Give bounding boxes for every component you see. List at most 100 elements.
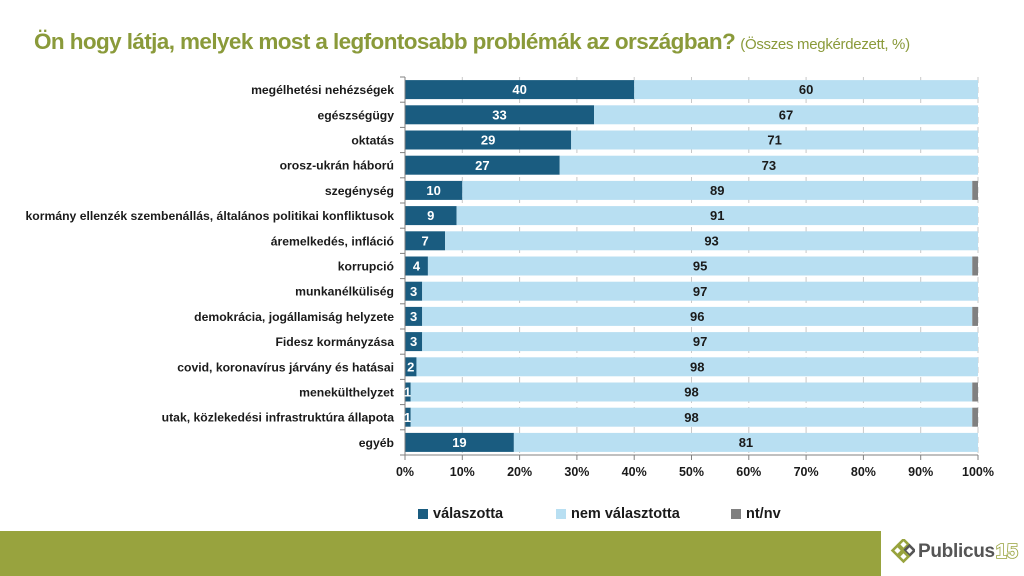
- bars: [405, 80, 979, 452]
- data-label: 81: [739, 435, 753, 450]
- category-label: megélhetési nehézségek: [251, 83, 394, 97]
- bar-nem-valasztotta: [594, 105, 978, 125]
- legend-swatch-valaszotta: [418, 509, 428, 519]
- data-label: 71: [767, 133, 781, 148]
- data-label: 67: [779, 107, 793, 122]
- category-label: orosz-ukrán háború: [280, 159, 394, 173]
- data-label: 27: [475, 158, 489, 173]
- bar-valaszotta: [405, 407, 411, 427]
- data-label: 19: [452, 435, 466, 450]
- bar-nem-valasztotta: [427, 256, 973, 276]
- legend-label-valaszotta: válaszotta: [433, 506, 504, 522]
- data-label: 91: [710, 208, 724, 223]
- x-tick-label: 70%: [794, 465, 819, 479]
- bar-nt-nv: [972, 256, 978, 276]
- bar-valaszotta: [405, 332, 423, 352]
- chart-title-main: Ön hogy látja, melyek most a legfontosab…: [34, 29, 736, 54]
- bar-valaszotta: [405, 306, 423, 326]
- data-label: 7: [421, 233, 428, 248]
- bar-nem-valasztotta: [422, 306, 973, 326]
- bar-valaszotta: [405, 357, 417, 377]
- category-label: Fidesz kormányzása: [275, 335, 394, 349]
- data-label: 2: [407, 359, 414, 374]
- x-tick-label: 80%: [851, 465, 876, 479]
- category-label: menekülthelyzet: [299, 386, 394, 400]
- data-label: 3: [410, 309, 417, 324]
- data-label: 1: [404, 410, 411, 425]
- data-label: 98: [684, 410, 698, 425]
- data-label: 40: [512, 82, 526, 97]
- data-label: 73: [762, 158, 776, 173]
- bar-nem-valasztotta: [634, 80, 978, 100]
- category-label: áremelkedés, infláció: [271, 234, 394, 248]
- diamond-logo-icon: [890, 539, 915, 564]
- x-tick-label: 50%: [679, 465, 704, 479]
- bar-nt-nv: [972, 180, 978, 200]
- labels: 0% 10% 20% 30% 40% 50% 60% 70% 80% 90% 100% 40 60 meg…: [26, 82, 994, 479]
- legend-label-nem-valasztotta: nem választotta: [571, 506, 680, 522]
- bar-valaszotta: [405, 180, 463, 200]
- data-label: 3: [410, 284, 417, 299]
- logo-number: 15: [995, 540, 1019, 564]
- data-label: 96: [690, 309, 704, 324]
- bar-valaszotta: [405, 105, 595, 125]
- logo-wordmark: Publicus: [918, 541, 995, 562]
- x-tick-label: 100%: [962, 465, 994, 479]
- footer-band: [0, 531, 881, 576]
- category-label: szegénység: [325, 184, 394, 198]
- bar-valaszotta: [405, 382, 411, 402]
- bar-valaszotta: [405, 155, 560, 175]
- bar-nem-valasztotta: [410, 382, 973, 402]
- legend-swatch-nem-valasztotta: [556, 509, 566, 519]
- data-label: 9: [427, 208, 434, 223]
- data-label: 95: [693, 259, 707, 274]
- bar-nem-valasztotta: [445, 231, 978, 251]
- chart-title: Ön hogy látja, melyek most a legfontosab…: [34, 29, 910, 55]
- bar-nt-nv: [972, 407, 978, 427]
- legend-label-nt-nv: nt/nv: [746, 506, 781, 522]
- bar-nem-valasztotta: [422, 332, 978, 352]
- x-tick-label: 10%: [450, 465, 475, 479]
- category-label: kormány ellenzék szembenállás, általános…: [26, 209, 395, 223]
- legend-item-nem-valasztotta: nem választotta: [556, 506, 680, 522]
- data-label: 89: [710, 183, 724, 198]
- data-label: 97: [693, 284, 707, 299]
- axes: [400, 76, 979, 460]
- bar-valaszotta: [405, 130, 572, 150]
- data-label: 93: [704, 233, 718, 248]
- bar-nem-valasztotta: [513, 432, 978, 452]
- bar-nt-nv: [972, 382, 978, 402]
- legend-swatch-nt-nv: [731, 509, 741, 519]
- bar-valaszotta: [405, 206, 457, 226]
- category-label: egészségügy: [317, 108, 394, 122]
- category-label: utak, közlekedési infrastruktúra állapot…: [162, 411, 395, 425]
- bar-valaszotta: [405, 281, 423, 301]
- category-label: covid, koronavírus járvány és hatásai: [177, 360, 394, 374]
- bar-nem-valasztotta: [559, 155, 978, 175]
- bar-valaszotta: [405, 80, 635, 100]
- legend: válaszotta nem választotta nt/nv: [0, 506, 1024, 526]
- data-label: 4: [413, 259, 421, 274]
- bar-nem-valasztotta: [462, 180, 973, 200]
- x-tick-label: 30%: [564, 465, 589, 479]
- data-label: 29: [481, 133, 495, 148]
- data-label: 3: [410, 334, 417, 349]
- x-tick-label: 40%: [622, 465, 647, 479]
- stacked-bar-chart: 0% 10% 20% 30% 40% 50% 60% 70% 80% 90% 100% 40 60 meg…: [26, 76, 994, 479]
- bar-nem-valasztotta: [416, 357, 979, 377]
- data-label: 10: [426, 183, 440, 198]
- category-label: egyéb: [359, 436, 394, 450]
- bar-valaszotta: [405, 256, 428, 276]
- data-label: 98: [690, 359, 704, 374]
- data-label: 97: [693, 334, 707, 349]
- category-label: demokrácia, jogállamiság helyzete: [194, 310, 394, 324]
- category-label: korrupció: [338, 260, 394, 274]
- x-tick-label: 90%: [908, 465, 933, 479]
- bar-valaszotta: [405, 432, 514, 452]
- bar-nem-valasztotta: [571, 130, 978, 150]
- category-label: oktatás: [351, 134, 394, 148]
- x-tick-label: 60%: [736, 465, 761, 479]
- chart-title-subtitle: (Összes megkérdezett, %): [740, 36, 910, 53]
- bar-nt-nv: [972, 306, 978, 326]
- bar-valaszotta: [405, 231, 446, 251]
